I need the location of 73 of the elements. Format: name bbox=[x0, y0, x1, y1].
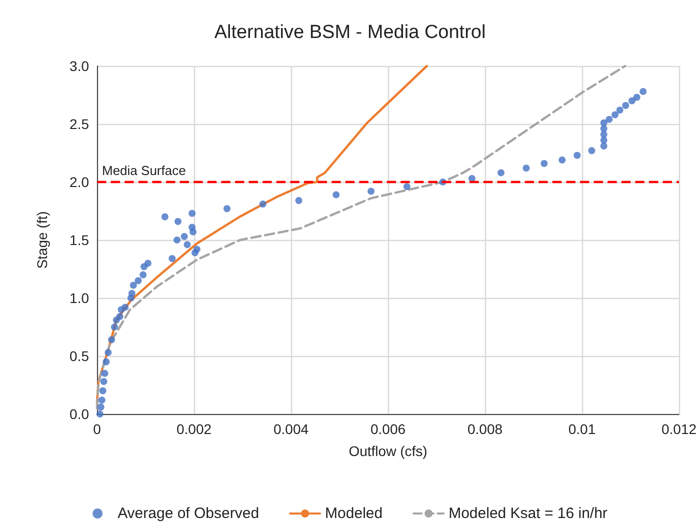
point bbox=[96, 410, 104, 418]
y-axis-title: Stage (ft) bbox=[34, 211, 50, 269]
x-tick-label: 0.002 bbox=[176, 421, 212, 437]
legend-label: Modeled Ksat = 16 in/hr bbox=[448, 505, 608, 522]
point bbox=[140, 271, 147, 278]
x-tick-label: 0.01 bbox=[568, 421, 596, 437]
point bbox=[130, 282, 137, 289]
point bbox=[174, 236, 181, 244]
point bbox=[102, 358, 110, 366]
point bbox=[104, 349, 112, 356]
point bbox=[403, 183, 410, 190]
point bbox=[193, 246, 200, 253]
y-tick-label: 2.5 bbox=[70, 116, 90, 132]
point bbox=[616, 106, 624, 114]
point bbox=[99, 387, 106, 394]
x-tick-label: 0.004 bbox=[273, 421, 309, 437]
point bbox=[600, 119, 608, 126]
point bbox=[101, 370, 108, 377]
y-tick-label: 3.0 bbox=[70, 58, 90, 74]
y-tick-label: 0.5 bbox=[70, 348, 90, 364]
point bbox=[108, 336, 116, 344]
point bbox=[128, 290, 136, 297]
point bbox=[223, 205, 230, 212]
y-tick-label: 1.0 bbox=[70, 290, 90, 306]
chart-title: Alternative BSM - Media Control bbox=[214, 22, 486, 43]
point bbox=[611, 111, 618, 118]
point bbox=[116, 313, 124, 320]
point bbox=[600, 142, 608, 150]
x-tick-label: 0.012 bbox=[661, 421, 697, 437]
line-series bbox=[96, 64, 626, 410]
point bbox=[468, 175, 476, 182]
point bbox=[574, 152, 581, 159]
point bbox=[180, 233, 188, 240]
point bbox=[98, 396, 106, 404]
point bbox=[190, 228, 197, 236]
point bbox=[122, 304, 129, 311]
point bbox=[600, 125, 608, 132]
point bbox=[174, 218, 182, 225]
point bbox=[498, 169, 505, 176]
y-tick-label: 2.0 bbox=[70, 174, 90, 190]
legend-label: Average of Observed bbox=[118, 505, 260, 522]
legend-label: Modeled bbox=[325, 505, 383, 522]
point bbox=[640, 88, 647, 96]
point bbox=[184, 241, 191, 248]
point bbox=[100, 378, 108, 386]
y-tick-label: 0.0 bbox=[70, 406, 90, 422]
point bbox=[134, 277, 142, 284]
point bbox=[600, 130, 608, 138]
line-series bbox=[96, 64, 428, 404]
point bbox=[628, 97, 636, 104]
x-tick-label: 0 bbox=[93, 421, 102, 437]
ref-line-label: Media Surface bbox=[102, 163, 186, 178]
point bbox=[622, 102, 630, 109]
point bbox=[144, 260, 152, 267]
point bbox=[558, 156, 566, 164]
point bbox=[540, 160, 548, 167]
point bbox=[168, 255, 176, 262]
x-tick-label: 0.006 bbox=[370, 421, 406, 437]
x-axis-title: Outflow (cfs) bbox=[348, 443, 428, 459]
point bbox=[588, 147, 596, 154]
y-tick-label: 1.5 bbox=[70, 232, 90, 248]
point bbox=[522, 164, 530, 172]
point bbox=[161, 213, 168, 220]
point bbox=[633, 94, 640, 101]
point bbox=[606, 116, 613, 123]
point bbox=[97, 404, 104, 411]
point bbox=[295, 197, 302, 204]
point bbox=[368, 188, 375, 195]
point bbox=[188, 210, 196, 217]
point bbox=[110, 324, 118, 330]
point bbox=[332, 191, 340, 198]
point bbox=[259, 200, 266, 208]
x-tick-label: 0.008 bbox=[467, 421, 503, 437]
